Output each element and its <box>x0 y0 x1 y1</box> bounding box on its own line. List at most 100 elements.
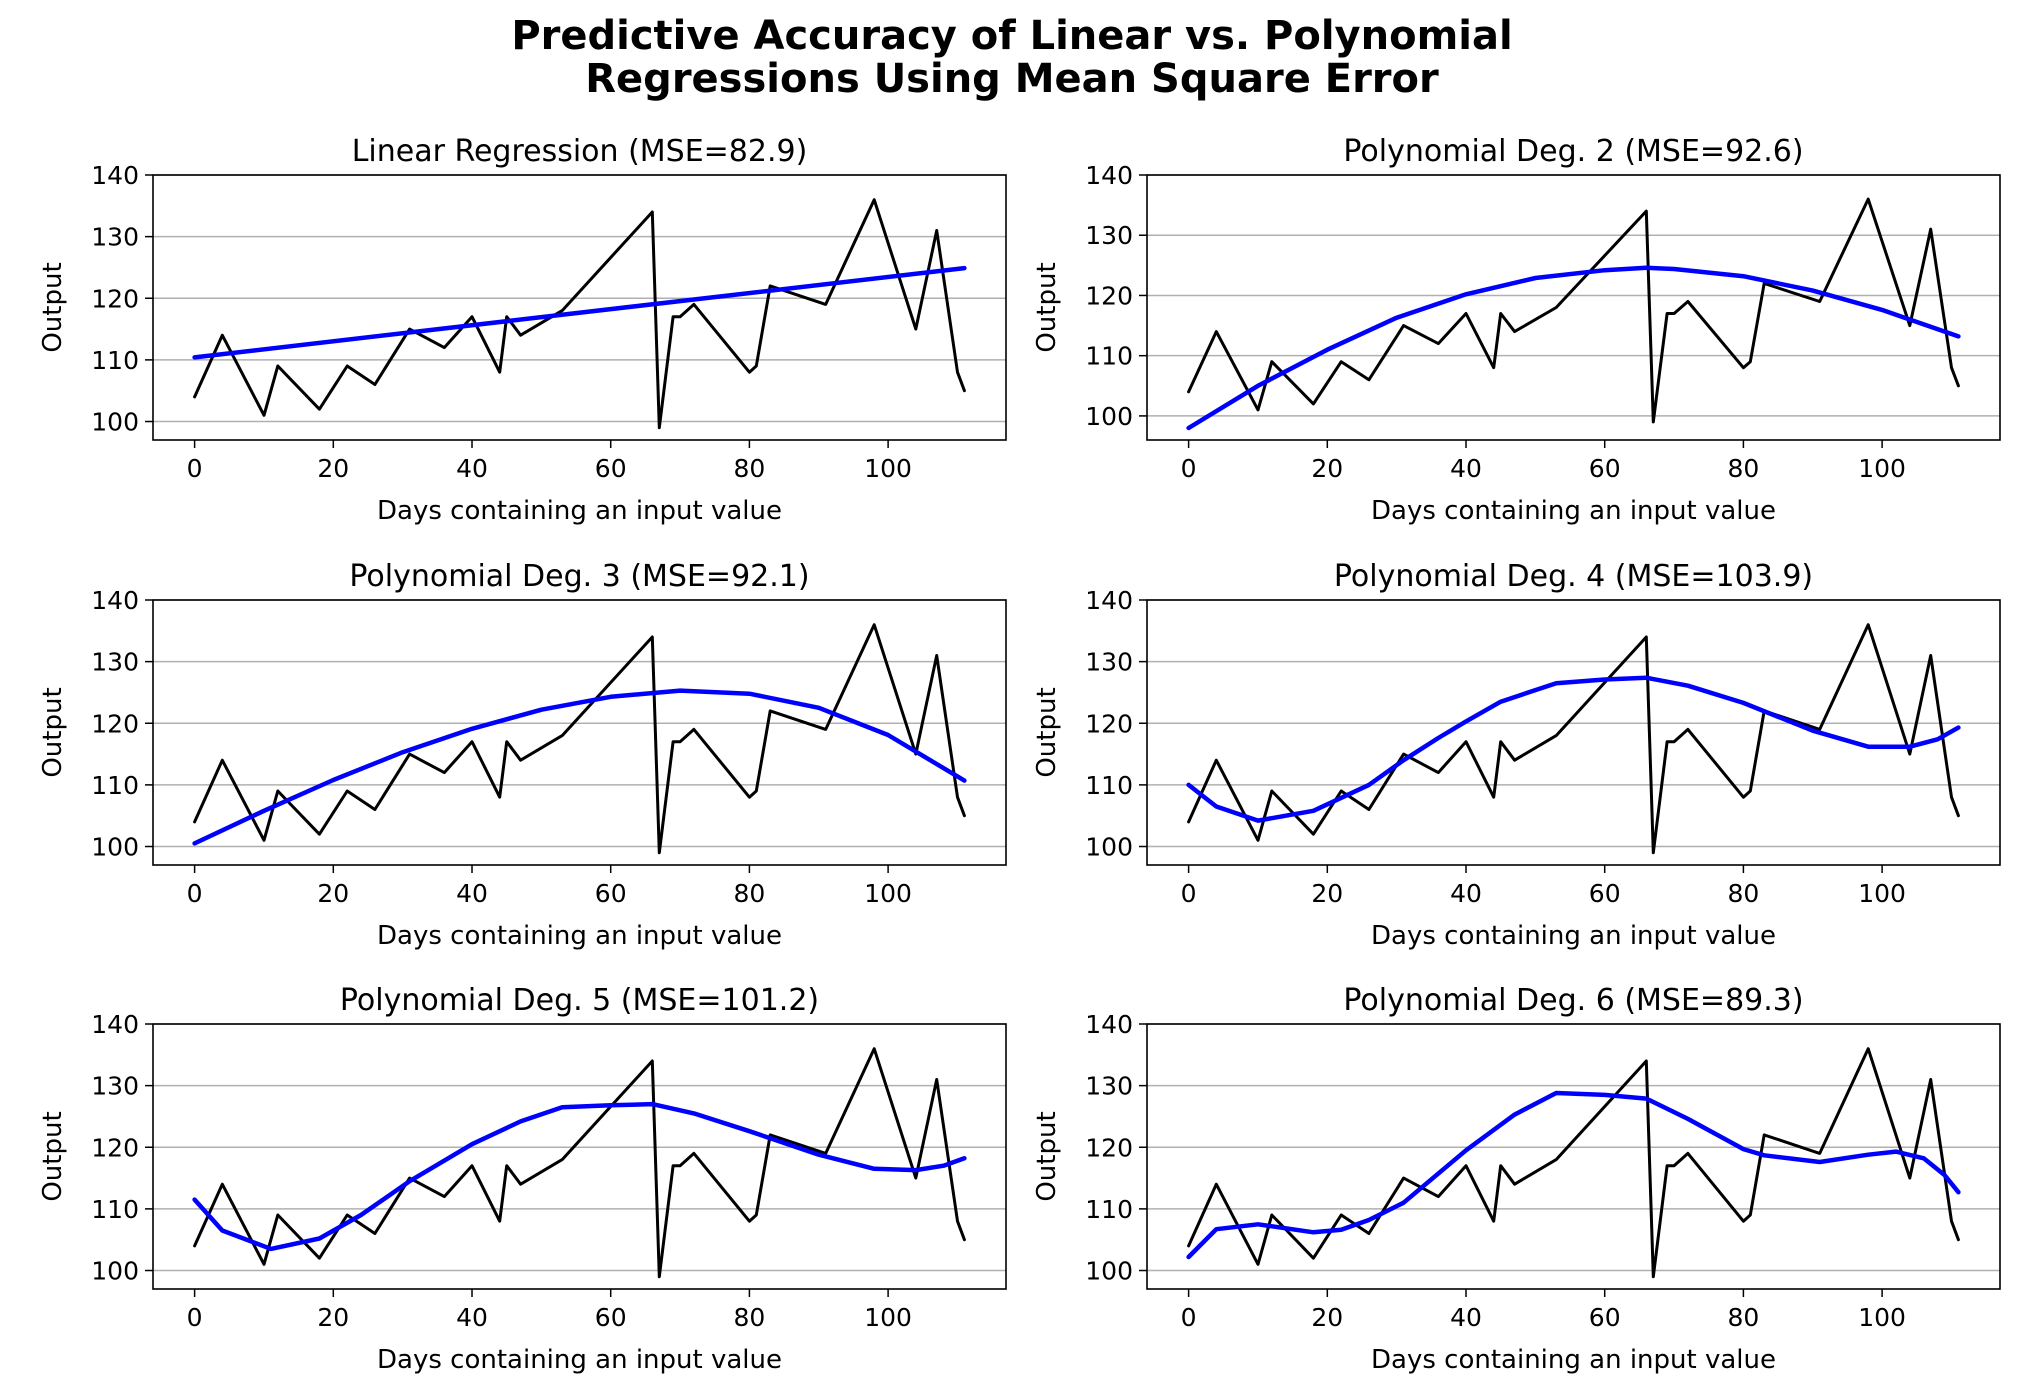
y-axis-label: Output <box>1032 262 1062 352</box>
y-tick-label: 110 <box>91 771 139 800</box>
x-tick-label: 20 <box>317 879 349 908</box>
x-tick-label: 60 <box>1589 879 1621 908</box>
x-tick-label: 60 <box>1589 454 1621 483</box>
x-tick-label: 100 <box>864 879 912 908</box>
y-tick-label: 140 <box>91 161 139 190</box>
y-tick-label: 130 <box>1085 648 1133 677</box>
subplot-title: Polynomial Deg. 4 (MSE=103.9) <box>1334 559 1813 594</box>
y-tick-label: 130 <box>91 223 139 252</box>
y-tick-label: 100 <box>91 833 139 862</box>
x-tick-label: 20 <box>317 454 349 483</box>
y-tick-label: 100 <box>91 408 139 437</box>
actual-output-line <box>1187 623 1960 855</box>
subplot-6: 100 110 120 130 140 0 20 40 60 80 100 Polynomial De… <box>1032 983 2001 1375</box>
x-axis-label: Days containing an input value <box>1371 496 1776 526</box>
x-tick-label: 80 <box>734 1303 766 1332</box>
x-tick-label: 80 <box>734 879 766 908</box>
figure-title-line-1: Predictive Accuracy of Linear vs. Polyno… <box>511 13 1513 59</box>
subplot-title: Polynomial Deg. 6 (MSE=89.3) <box>1343 983 1803 1018</box>
plot-frame <box>152 599 1007 866</box>
x-axis-label: Days containing an input value <box>1371 1345 1776 1375</box>
regression-fit-line <box>1186 1090 1961 1260</box>
regression-fit-line <box>192 265 967 360</box>
x-tick-label: 100 <box>1858 454 1906 483</box>
subplot-title: Polynomial Deg. 5 (MSE=101.2) <box>340 983 819 1018</box>
subplot-title: Polynomial Deg. 2 (MSE=92.6) <box>1343 134 1803 169</box>
x-tick-label: 40 <box>1450 1303 1482 1332</box>
y-tick-label: 130 <box>91 648 139 677</box>
x-tick-label: 80 <box>1728 879 1760 908</box>
y-tick-label: 130 <box>91 1072 139 1101</box>
subplot-title: Linear Regression (MSE=82.9) <box>352 134 808 169</box>
x-axis-label: Days containing an input value <box>1371 921 1776 951</box>
y-tick-label: 140 <box>1085 586 1133 615</box>
x-tick-label: 0 <box>1181 1303 1197 1332</box>
y-tick-label: 110 <box>91 346 139 375</box>
actual-output-line <box>1187 1047 1960 1279</box>
y-tick-label: 120 <box>91 284 139 313</box>
y-tick-label: 140 <box>91 1010 139 1039</box>
y-tick-label: 100 <box>1085 833 1133 862</box>
y-axis-label: Output <box>38 262 68 352</box>
x-tick-label: 80 <box>1728 1303 1760 1332</box>
x-tick-label: 20 <box>1311 1303 1343 1332</box>
x-axis-label: Days containing an input value <box>377 921 782 951</box>
x-tick-label: 40 <box>456 1303 488 1332</box>
subplot-3: 100 110 120 130 140 0 20 40 60 80 100 Polynomial De… <box>38 559 1007 951</box>
plot-frame <box>152 1023 1007 1290</box>
y-tick-label: 140 <box>91 586 139 615</box>
y-tick-label: 110 <box>91 1195 139 1224</box>
x-tick-label: 100 <box>864 454 912 483</box>
regression-fit-line <box>1186 675 1961 823</box>
y-tick-label: 140 <box>1085 161 1133 190</box>
y-tick-label: 110 <box>1085 342 1133 371</box>
subplot-4: 100 110 120 130 140 0 20 40 60 80 100 Polynomial De… <box>1032 559 2001 951</box>
x-tick-label: 20 <box>1311 879 1343 908</box>
y-tick-label: 100 <box>1085 402 1133 431</box>
y-tick-label: 110 <box>1085 1195 1133 1224</box>
actual-output-line <box>193 1047 966 1279</box>
y-axis-label: Output <box>38 1111 68 1201</box>
x-tick-label: 20 <box>1311 454 1343 483</box>
regression-fit-line <box>192 1101 967 1252</box>
plot-frame <box>1146 599 2001 866</box>
x-tick-label: 100 <box>864 1303 912 1332</box>
actual-output-line <box>193 198 966 430</box>
y-tick-label: 120 <box>91 1133 139 1162</box>
y-axis-label: Output <box>1032 687 1062 777</box>
subplot-5: 100 110 120 130 140 0 20 40 60 80 100 Polynomial De… <box>38 983 1007 1375</box>
x-tick-label: 20 <box>317 1303 349 1332</box>
x-tick-label: 40 <box>1450 879 1482 908</box>
y-tick-label: 120 <box>1085 1133 1133 1162</box>
x-tick-label: 80 <box>1728 454 1760 483</box>
y-tick-label: 120 <box>1085 709 1133 738</box>
x-tick-label: 60 <box>595 1303 627 1332</box>
x-tick-label: 100 <box>1858 879 1906 908</box>
x-tick-label: 60 <box>595 879 627 908</box>
x-tick-label: 60 <box>595 454 627 483</box>
regression-fit-line <box>192 688 967 846</box>
x-tick-label: 100 <box>1858 1303 1906 1332</box>
x-tick-label: 0 <box>1181 454 1197 483</box>
y-tick-label: 130 <box>1085 1072 1133 1101</box>
plot-frame <box>1146 174 2001 441</box>
actual-output-line <box>193 623 966 855</box>
x-tick-label: 0 <box>1181 879 1197 908</box>
figure-title-line-2: Regressions Using Mean Square Error <box>585 56 1439 102</box>
subplot-title: Polynomial Deg. 3 (MSE=92.1) <box>349 559 809 594</box>
y-axis-label: Output <box>1032 1111 1062 1201</box>
x-axis-label: Days containing an input value <box>377 496 782 526</box>
subplot-1: 100 110 120 130 140 0 20 40 60 80 100 Linear Regres… <box>38 134 1007 526</box>
x-tick-label: 40 <box>456 879 488 908</box>
x-tick-label: 0 <box>187 454 203 483</box>
plot-frame <box>1146 1023 2001 1290</box>
x-tick-label: 40 <box>1450 454 1482 483</box>
y-tick-label: 120 <box>91 709 139 738</box>
regression-fit-line <box>1186 265 1961 431</box>
x-tick-label: 60 <box>1589 1303 1621 1332</box>
x-tick-label: 40 <box>456 454 488 483</box>
x-tick-label: 80 <box>734 454 766 483</box>
y-axis-label: Output <box>38 687 68 777</box>
y-tick-label: 110 <box>1085 771 1133 800</box>
